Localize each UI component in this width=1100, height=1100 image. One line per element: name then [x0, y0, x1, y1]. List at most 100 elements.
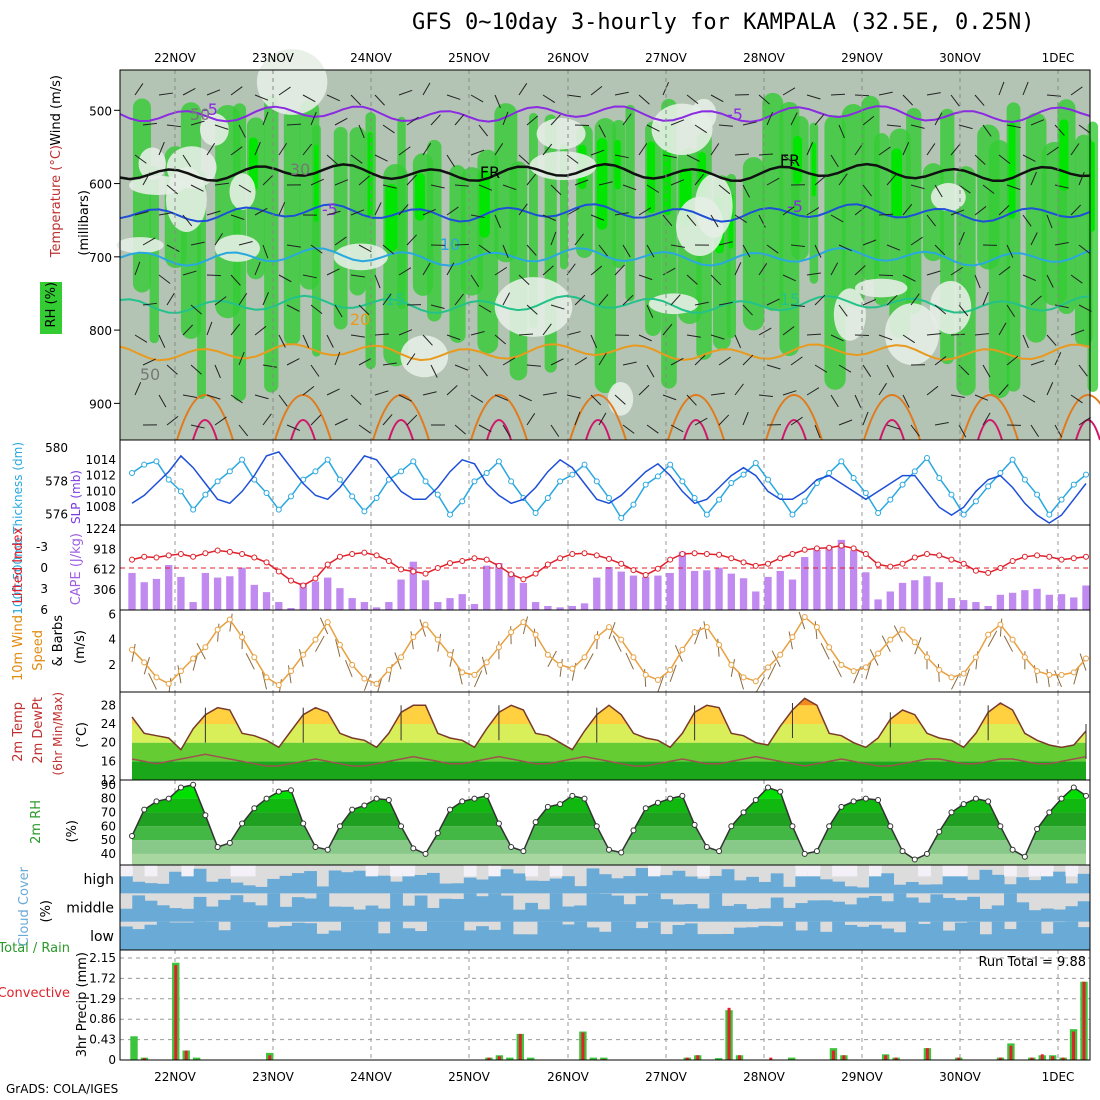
wind-barb	[278, 142, 288, 156]
wind-barb	[590, 85, 603, 96]
cloud-cell	[267, 927, 281, 950]
cloud-cell	[672, 904, 686, 922]
wind-barb	[134, 261, 141, 276]
cloud-cell	[967, 879, 980, 894]
cloud-cell	[218, 899, 232, 922]
li-line-point	[703, 551, 710, 557]
cloud-cell	[942, 930, 956, 950]
wind-speed-line-point	[569, 665, 576, 672]
wind-barb	[238, 424, 249, 437]
thickness-line-point	[1021, 476, 1028, 483]
wind-barb	[1054, 242, 1069, 246]
wind-barb	[326, 388, 340, 396]
isotherm-label: -5	[727, 105, 743, 124]
wind-barb	[806, 387, 820, 396]
cloud-cell	[1065, 921, 1079, 950]
li-line-point	[544, 561, 551, 568]
wind-barb	[1078, 416, 1091, 426]
wind-barb	[526, 413, 536, 426]
wind-barb	[974, 206, 987, 216]
isotherm-20	[119, 343, 1091, 362]
wind-speed-line-point	[508, 629, 515, 636]
rh-line-point	[214, 844, 221, 851]
wind-barb	[646, 124, 660, 132]
wind-speed-line-point	[618, 636, 625, 643]
wind-barb	[814, 294, 826, 306]
thickness-line-point	[483, 470, 490, 476]
cloud-cell	[132, 929, 146, 950]
x-tick-label-top: 1DEC	[1042, 51, 1075, 65]
thickness-line-point	[679, 478, 686, 485]
cloud-cell	[586, 927, 600, 950]
x-tick-label-top: 30NOV	[939, 51, 981, 65]
thickness-line-point	[557, 478, 564, 485]
isotherm-bump-hot	[781, 419, 807, 441]
dry-patch	[648, 293, 699, 315]
wind-barb	[470, 331, 485, 336]
wind-barb	[470, 149, 485, 156]
wind-barb	[166, 415, 179, 426]
wind-barb	[302, 143, 313, 156]
wind-barb	[142, 122, 157, 126]
x-tick-label-top: 28NOV	[743, 51, 785, 65]
x-tick-label-top: 24NOV	[350, 51, 392, 65]
cape-bar	[996, 594, 1005, 610]
rh-line-point	[752, 796, 759, 803]
axis-label-rh: RH (%)	[44, 282, 59, 327]
wind-barb	[958, 304, 969, 317]
rh-line-point	[165, 795, 172, 802]
wind-barb	[134, 382, 142, 396]
cloud-cell	[832, 901, 845, 922]
wind-speed-line-point	[288, 668, 294, 675]
cloud-cell	[242, 921, 256, 950]
y-tick-label: 60	[101, 819, 116, 833]
precip-total-bar	[714, 1058, 723, 1060]
wind-barb	[934, 112, 943, 126]
wind-barb	[734, 383, 744, 396]
wind-barb	[206, 274, 222, 277]
y-tick-label: 40	[101, 847, 116, 861]
cloud-cell	[390, 881, 403, 894]
cape-bar	[311, 581, 320, 610]
wind-barb	[958, 231, 965, 246]
wind-barb	[134, 211, 149, 216]
cape-bar	[421, 580, 430, 610]
cloud-cell	[205, 921, 219, 950]
thickness-line-point	[838, 458, 845, 465]
li-line-point	[813, 545, 820, 552]
cloud-cell	[1028, 880, 1042, 894]
cloud-cell	[881, 928, 895, 950]
wind-barb	[598, 412, 607, 426]
cape-bar	[947, 598, 956, 610]
cloud-cell	[611, 878, 624, 894]
cloud-cell	[881, 901, 895, 922]
wind-barb	[406, 353, 416, 366]
wind-speed-line-point	[838, 661, 845, 668]
wind-barb	[326, 210, 341, 216]
wind-barb	[550, 114, 561, 126]
li-line-point	[251, 554, 258, 561]
rh-band	[742, 157, 765, 331]
cloud-clear	[1065, 865, 1079, 877]
wind-barb	[398, 394, 412, 402]
wind-barb	[166, 364, 178, 375]
cloud-cell	[1053, 922, 1066, 950]
precip-convective-bar	[487, 1057, 491, 1060]
wind-barb	[638, 334, 652, 342]
wind-barb	[670, 357, 684, 366]
x-tick-label-bottom: 30NOV	[939, 1070, 981, 1084]
cloud-cell	[967, 921, 980, 950]
wind-barb	[622, 184, 637, 191]
cloud-cell	[279, 906, 293, 922]
isotherm--5	[119, 105, 1091, 124]
wind-barb	[238, 241, 253, 246]
y-tick-label: 4	[108, 633, 116, 647]
isotherm-bump	[961, 394, 1019, 441]
wind-barb	[717, 638, 720, 657]
cape-bar	[336, 588, 344, 610]
cloud-cell	[709, 893, 723, 922]
cloud-cell	[181, 922, 195, 950]
cloud-clear	[230, 865, 244, 877]
precip-convective-bar	[998, 1057, 1002, 1060]
wind-barb	[334, 179, 349, 186]
